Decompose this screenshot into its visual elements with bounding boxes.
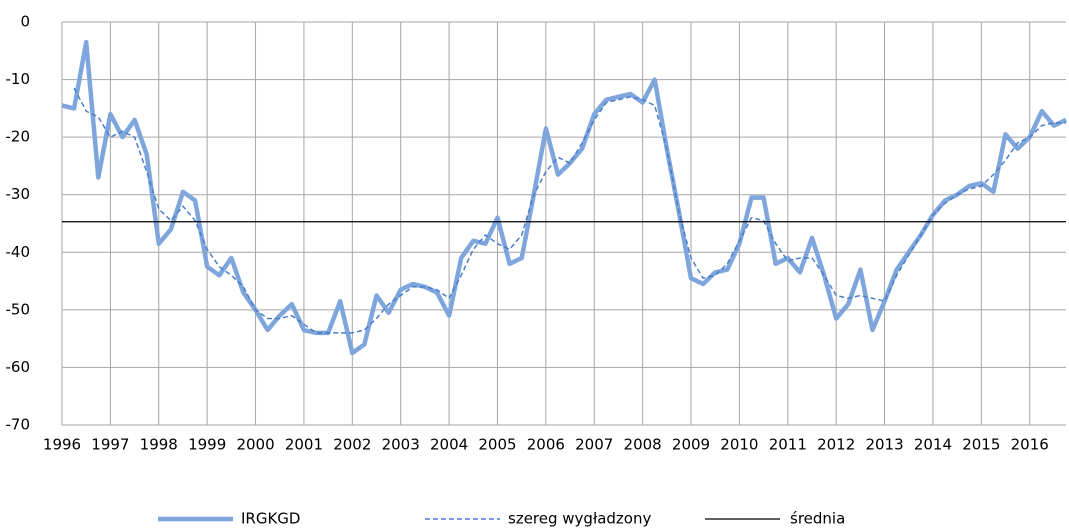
- x-tick-label: 2003: [382, 436, 420, 454]
- x-tick-label: 2007: [575, 436, 613, 454]
- x-tick-label: 2001: [285, 436, 323, 454]
- legend-label: szereg wygładzony: [508, 510, 651, 528]
- x-tick-label: 2010: [720, 436, 758, 454]
- y-tick-label: -60: [6, 358, 31, 376]
- x-tick-label: 2000: [236, 436, 274, 454]
- x-tick-label: 2014: [914, 436, 952, 454]
- x-tick-label: 2013: [865, 436, 903, 454]
- y-tick-label: -40: [6, 243, 31, 261]
- y-tick-label: -70: [6, 416, 31, 434]
- y-tick-label: -30: [6, 185, 31, 203]
- x-tick-label: 2012: [817, 436, 855, 454]
- series-line: [73, 87, 1066, 334]
- x-tick-label: 1997: [91, 436, 129, 454]
- x-tick-label: 2011: [769, 436, 807, 454]
- x-tick-label: 2006: [527, 436, 565, 454]
- x-tick-label: 1996: [43, 436, 81, 454]
- x-tick-label: 2004: [430, 436, 468, 454]
- series-line: [61, 39, 1067, 356]
- x-tick-label: 1998: [140, 436, 178, 454]
- x-tick-label: 2016: [1011, 436, 1049, 454]
- x-tick-label: 2005: [478, 436, 516, 454]
- legend-label: IRGKGD: [241, 510, 300, 528]
- y-tick-label: -20: [6, 128, 31, 146]
- x-tick-label: 2015: [962, 436, 1000, 454]
- y-tick-label: -50: [6, 300, 31, 318]
- x-tick-label: 2008: [624, 436, 662, 454]
- y-tick-label: 0: [20, 13, 30, 31]
- x-tick-label: 2002: [333, 436, 371, 454]
- legend-label: średnia: [790, 510, 845, 528]
- x-tick-label: 1999: [188, 436, 226, 454]
- x-tick-label: 2009: [672, 436, 710, 454]
- y-tick-label: -10: [6, 70, 31, 88]
